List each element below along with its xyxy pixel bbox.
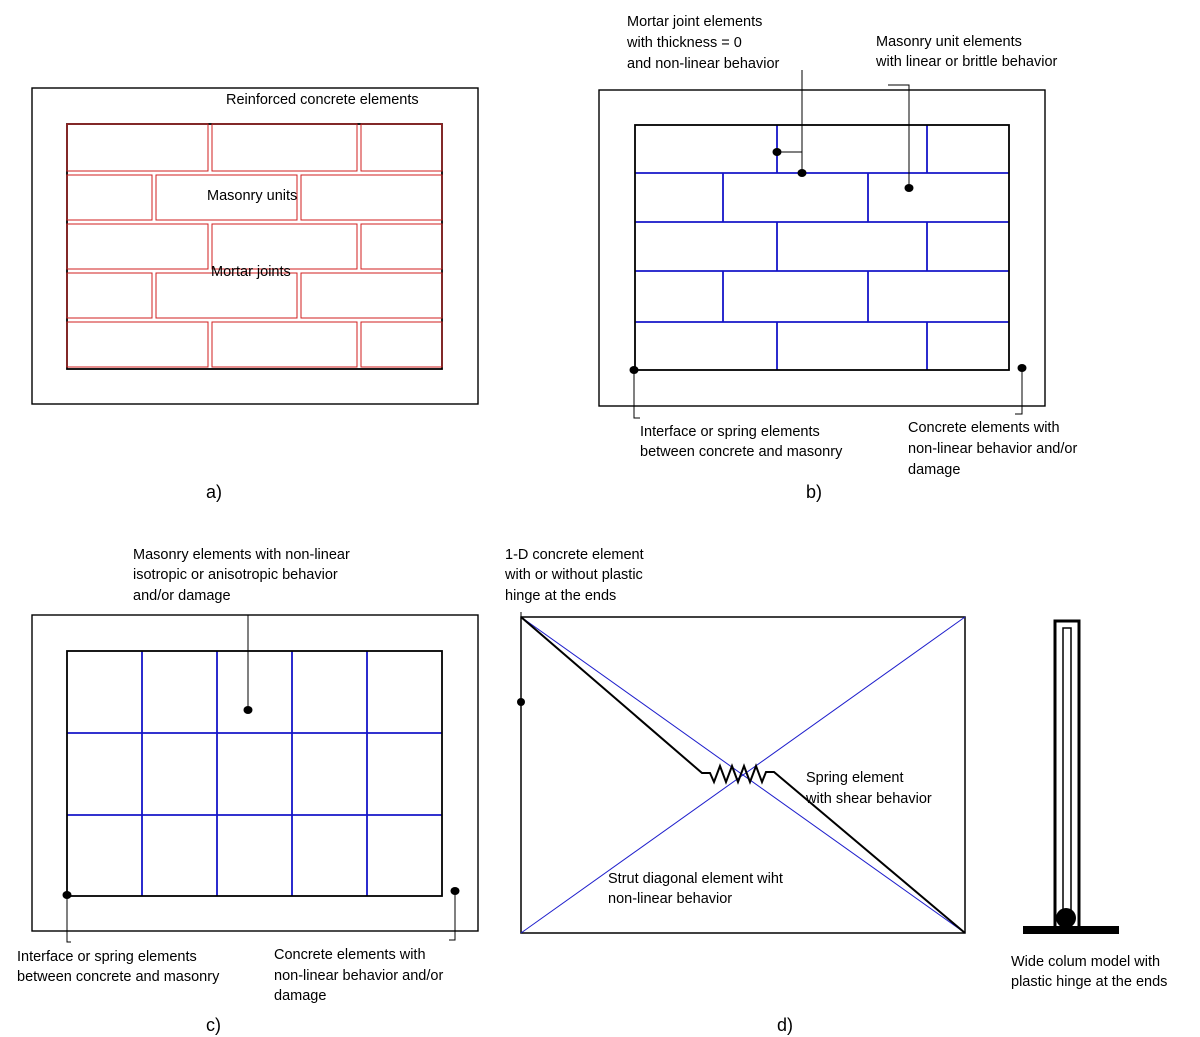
masonry-infill-boundary (66, 650, 443, 897)
brick-unit (66, 223, 209, 270)
brick-unit (360, 123, 443, 172)
strut-spring-path (520, 616, 966, 934)
masonry-infill-boundary (634, 124, 1010, 371)
interface-label: Interface or spring elements between con… (17, 949, 220, 985)
mortar-node-marker-2 (797, 169, 807, 177)
interface-leader-line (633, 370, 640, 419)
column-outer (1053, 619, 1081, 933)
brick-unit (300, 174, 443, 221)
concrete-leader-line (449, 891, 456, 941)
concrete-node-marker (450, 887, 460, 895)
plastic-hinge-icon (1056, 908, 1076, 928)
brick-unit (211, 321, 358, 368)
concrete-elements-label: Concrete elements with non-linear behavi… (908, 420, 1081, 478)
spring-element-label: Spring element with shear behavior (805, 770, 932, 807)
brick-unit (66, 321, 209, 368)
brick-unit (360, 321, 443, 368)
brick-unit (300, 272, 443, 319)
column-inner (1062, 627, 1072, 925)
masonry-unit-label: Masonry unit elements with linear or bri… (875, 34, 1058, 70)
concrete-elements-label: Concrete elements with non-linear behavi… (274, 947, 447, 1004)
concrete-frame-outer (598, 89, 1046, 407)
caption-a: a) (206, 482, 222, 502)
masonry-elements-label: Masonry elements with non-linear isotrop… (133, 547, 354, 604)
masonry-leader-line (244, 614, 249, 710)
masonry-unit-mesh (635, 125, 1009, 370)
brick-unit (66, 123, 209, 172)
brick-unit (66, 272, 153, 319)
unit-node-marker (904, 184, 914, 192)
panel-b: Mortar joint elements with thickness = 0… (598, 14, 1081, 502)
caption-b: b) (806, 482, 822, 502)
panel-a: Reinforced concrete elements Masonry uni… (31, 87, 479, 502)
concrete-frame-outer (31, 614, 479, 932)
mortar-node-marker (772, 148, 782, 156)
masonry-continuum-mesh (67, 651, 442, 896)
column-base (1023, 926, 1119, 934)
interface-leader-line (66, 895, 71, 943)
concrete-node-marker (1017, 364, 1027, 372)
frame-1d-elements (520, 616, 966, 934)
wide-column-label: Wide colum model with plastic hinge at t… (1011, 954, 1167, 990)
brick-unit (155, 174, 298, 221)
masonry-units-label: Masonry units (207, 188, 297, 204)
mortar-joints-label: Mortar joints (211, 264, 291, 280)
brick-unit (360, 223, 443, 270)
panel-d: 1-D concrete element with or without pla… (504, 547, 1167, 1035)
concrete-frame-outer (31, 87, 479, 405)
mortar-leader-line (778, 70, 803, 153)
brick-unit (155, 272, 298, 319)
caption-c: c) (206, 1015, 221, 1035)
panel-c: Masonry elements with non-linear isotrop… (17, 547, 479, 1035)
concrete-label: Reinforced concrete elements (226, 92, 419, 108)
brick-unit (66, 174, 153, 221)
concrete-element-label: 1-D concrete element with or without pla… (504, 547, 648, 604)
unit-leader-line (888, 84, 910, 188)
concrete-leader-line (1015, 368, 1023, 415)
strut-element-label: Strut diagonal element wiht non-linear b… (608, 871, 787, 907)
masonry-infill-boundary (66, 123, 443, 370)
interface-node-marker (629, 366, 639, 374)
caption-d: d) (777, 1015, 793, 1035)
strut-diagonal-2 (520, 616, 966, 934)
wide-column-model (1023, 619, 1119, 934)
interface-node-marker (62, 891, 72, 899)
brick-pattern (66, 123, 443, 368)
plastic-hinge-marker (517, 698, 525, 706)
brick-unit (211, 223, 358, 270)
interface-label: Interface or spring elements between con… (640, 424, 843, 460)
mortar-joint-label: Mortar joint elements with thickness = 0… (626, 14, 780, 72)
brick-unit (211, 123, 358, 172)
masonry-node-marker (243, 706, 253, 714)
